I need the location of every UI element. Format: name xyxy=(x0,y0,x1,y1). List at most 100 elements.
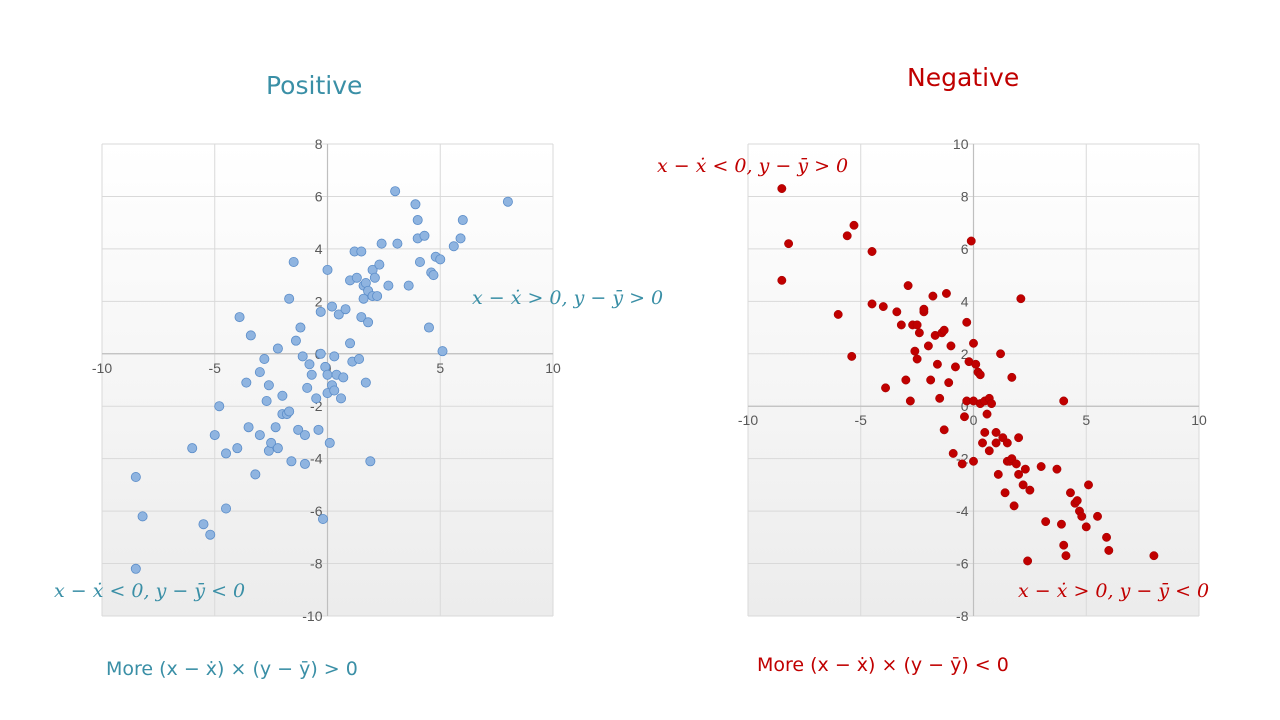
data-point xyxy=(221,448,232,459)
data-point xyxy=(987,399,996,409)
data-point xyxy=(928,291,938,301)
data-point xyxy=(847,351,857,361)
y-tick-label: 6 xyxy=(315,188,323,204)
data-point xyxy=(302,382,313,393)
y-tick-label: -8 xyxy=(310,556,323,572)
data-point xyxy=(1056,519,1066,529)
data-point xyxy=(360,377,371,388)
data-point xyxy=(777,184,787,194)
data-point xyxy=(345,338,356,349)
data-point xyxy=(1016,294,1026,304)
x-tick-label: 10 xyxy=(1191,412,1207,428)
data-point xyxy=(241,377,252,388)
data-point xyxy=(363,317,374,328)
data-point xyxy=(784,239,794,249)
data-point xyxy=(412,215,423,226)
data-point xyxy=(962,317,972,327)
y-tick-label: -8 xyxy=(956,608,969,624)
negative-lower-right-annotation: x − ẋ > 0, y − ȳ < 0 xyxy=(1018,580,1210,602)
data-point xyxy=(254,367,265,378)
y-tick-label: 0 xyxy=(961,398,969,414)
data-point xyxy=(1102,532,1111,542)
data-point xyxy=(910,346,920,356)
data-point xyxy=(414,256,425,267)
data-point xyxy=(951,362,960,372)
data-point xyxy=(358,293,369,304)
data-point xyxy=(365,456,376,467)
data-point xyxy=(903,281,913,291)
data-point xyxy=(971,359,981,369)
data-point xyxy=(261,395,272,406)
data-point xyxy=(250,469,261,480)
data-point xyxy=(978,438,987,448)
x-tick-label: 5 xyxy=(436,360,444,376)
data-point xyxy=(923,341,933,351)
data-point xyxy=(403,280,414,291)
data-point xyxy=(966,236,976,246)
data-point xyxy=(214,401,225,412)
x-tick-label: 10 xyxy=(545,360,561,376)
data-point xyxy=(912,354,922,364)
data-point xyxy=(372,291,383,302)
data-point xyxy=(243,422,254,433)
data-point xyxy=(293,424,304,435)
data-point xyxy=(306,369,317,380)
data-point xyxy=(849,220,859,230)
data-point xyxy=(428,270,439,281)
data-point xyxy=(336,393,347,404)
data-point xyxy=(245,330,256,341)
negative-footer-text: More (x − ẋ) × (y − ȳ) < 0 xyxy=(757,654,1009,676)
y-tick-label: 4 xyxy=(961,293,969,309)
data-point xyxy=(338,372,349,383)
positive-lower-left-annotation: x − ẋ < 0, y − ȳ < 0 xyxy=(54,580,246,602)
data-point xyxy=(374,259,385,270)
positive-title: Positive xyxy=(266,71,363,100)
x-tick-label: -10 xyxy=(738,412,758,428)
data-point xyxy=(939,425,949,435)
data-point xyxy=(932,359,942,369)
data-point xyxy=(980,427,990,437)
data-point xyxy=(392,238,403,249)
data-point xyxy=(867,247,877,256)
data-point xyxy=(901,375,911,385)
data-point xyxy=(1059,540,1069,550)
data-point xyxy=(1018,480,1028,490)
x-tick-label: -10 xyxy=(92,360,112,376)
data-point xyxy=(209,430,220,441)
x-tick-label: -5 xyxy=(855,412,868,428)
data-point xyxy=(130,472,141,483)
y-tick-label: 2 xyxy=(961,346,969,362)
data-point xyxy=(295,322,306,333)
data-point xyxy=(435,254,446,265)
y-tick-label: -4 xyxy=(310,451,323,467)
data-point xyxy=(288,256,299,267)
data-point xyxy=(457,215,468,226)
data-point xyxy=(1052,464,1062,474)
data-point xyxy=(842,231,852,241)
y-tick-label: -6 xyxy=(956,556,969,572)
data-point xyxy=(232,443,243,454)
data-point xyxy=(777,275,787,285)
data-point xyxy=(1007,372,1017,382)
data-point xyxy=(969,338,978,348)
data-point xyxy=(272,343,283,354)
data-point xyxy=(327,301,338,312)
data-point xyxy=(329,351,340,362)
data-point xyxy=(324,437,335,448)
negative-title: Negative xyxy=(907,63,1020,92)
data-point xyxy=(993,469,1003,479)
y-tick-label: -4 xyxy=(956,503,969,519)
data-point xyxy=(254,430,265,441)
positive-footer-text: More (x − ẋ) × (y − ȳ) > 0 xyxy=(106,658,358,680)
data-point xyxy=(919,304,929,314)
y-tick-label: -10 xyxy=(302,608,322,624)
data-point xyxy=(130,563,141,574)
data-point xyxy=(969,456,978,466)
data-point xyxy=(948,448,958,458)
data-point xyxy=(315,348,326,359)
data-point xyxy=(982,409,992,419)
data-point xyxy=(221,503,232,514)
data-point xyxy=(905,396,915,406)
data-point xyxy=(984,446,994,456)
y-tick-label: 6 xyxy=(961,241,969,257)
